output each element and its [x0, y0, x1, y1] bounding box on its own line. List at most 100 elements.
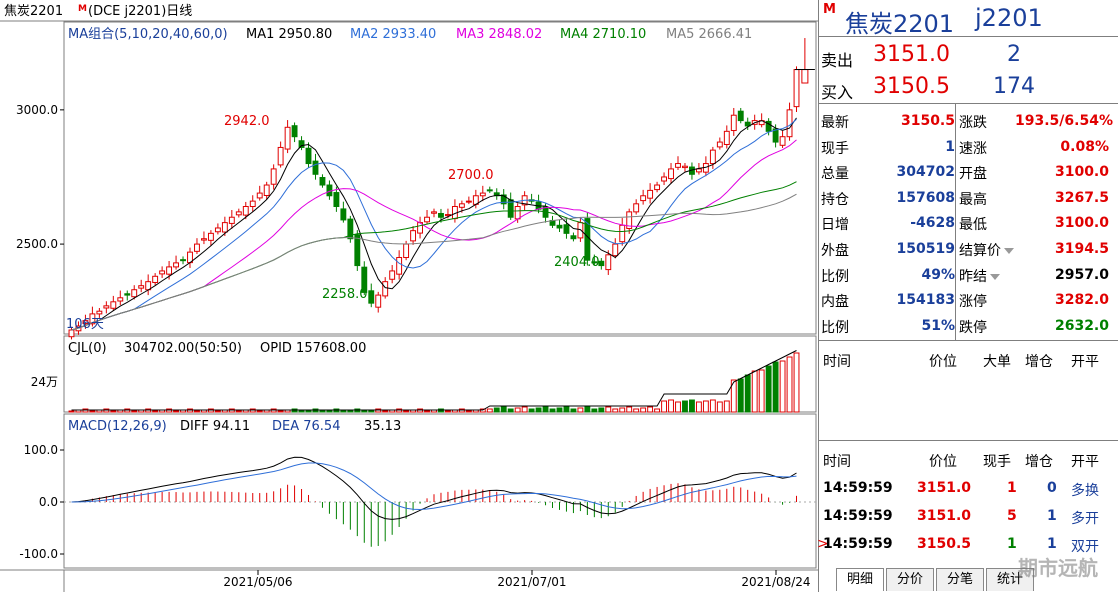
- trade-row[interactable]: 14:59:59 3151.0 5 1 多开: [819, 504, 1118, 530]
- candle-body: [682, 165, 688, 169]
- trade-cell: 1: [1047, 508, 1057, 524]
- volume-bar: [68, 410, 75, 413]
- kline-chart[interactable]: 焦炭2201 M (DCE j2201)日线 MA组合(5,10,20,40,60,0…: [0, 0, 818, 592]
- volume-bar: [744, 374, 751, 413]
- dropdown-icon[interactable]: [990, 273, 1000, 280]
- tab-2[interactable]: 分笔: [936, 568, 984, 591]
- ma-value: MA1 2950.80: [246, 27, 332, 42]
- stat-label: 外盘: [821, 243, 849, 259]
- candle-body: [375, 294, 382, 308]
- candle-body: [117, 297, 124, 302]
- volume-bar: [730, 379, 737, 413]
- macd-panel-frame: [63, 413, 817, 569]
- candle-body: [389, 270, 396, 280]
- candle-body: [458, 203, 465, 208]
- trade-cell: 3151.0: [917, 480, 972, 496]
- trade-row[interactable]: >14:59:59 3150.5 1 1 双开: [817, 532, 1118, 558]
- macd-tick-label: -100.0: [19, 547, 58, 561]
- stat-label: 跌停: [959, 319, 987, 336]
- volume-bar: [298, 410, 305, 413]
- kline-chart-pane[interactable]: 焦炭2201 M (DCE j2201)日线 MA组合(5,10,20,40,60,0…: [0, 0, 818, 592]
- volume-bar: [612, 408, 619, 413]
- trade-cell: 14:59:59: [823, 508, 893, 524]
- candle-body: [235, 211, 242, 216]
- bid-price: 3150.5: [873, 74, 950, 99]
- candle-body: [103, 305, 110, 309]
- column-header: 价位: [929, 454, 957, 470]
- high-annotation: 2942.0: [224, 114, 270, 129]
- volume-bar: [500, 406, 507, 413]
- candle-body: [723, 130, 730, 145]
- candle-body: [793, 69, 800, 108]
- stat-label: 日增: [821, 217, 849, 234]
- candle-body: [619, 224, 626, 243]
- date-label: 2021/08/24: [741, 575, 810, 589]
- bid-row: 买入 3150.5 174: [819, 71, 1118, 103]
- column-header: 现手: [983, 454, 1011, 470]
- ma-value: MA5 2666.41: [666, 27, 752, 42]
- macd-label: MACD(12,26,9): [68, 419, 167, 434]
- dropdown-icon[interactable]: [1004, 248, 1014, 254]
- candle-body: [640, 195, 647, 202]
- ma-value: MA4 2710.10: [560, 27, 646, 42]
- detail-tabs[interactable]: 明细 分价 分笔 统计: [836, 568, 1036, 592]
- macd-value: 35.13: [364, 419, 401, 434]
- trade-cell: 14:59:59: [823, 480, 893, 496]
- candle-body: [354, 234, 361, 267]
- candle-body: [730, 114, 737, 132]
- trade-row[interactable]: 14:59:59 3151.0 1 0 多换: [819, 476, 1118, 502]
- trade-cell: 1: [1007, 536, 1017, 552]
- volume-values: 304702.00(50:50): [124, 341, 242, 356]
- stat-value: 0.08%: [1060, 138, 1109, 155]
- candle-body: [695, 168, 702, 173]
- trade-cell: 双开: [1071, 539, 1099, 555]
- candle-body: [263, 184, 270, 196]
- tab-3[interactable]: 统计: [986, 568, 1034, 591]
- volume-bar: [633, 408, 640, 413]
- candle-body: [96, 310, 103, 315]
- ask-price: 3151.0: [873, 42, 950, 67]
- opid-value: OPID 157608.00: [260, 341, 366, 356]
- candle-body: [709, 149, 716, 165]
- candle-body: [626, 211, 633, 230]
- price-tick-label: 2500.0: [16, 237, 58, 251]
- volume-bar: [277, 410, 284, 413]
- candle-body: [716, 141, 723, 148]
- volume-bar: [110, 410, 117, 413]
- volume-bar: [695, 401, 702, 413]
- section-divider: [819, 440, 1118, 441]
- candle-body: [256, 192, 263, 199]
- tab-0[interactable]: 明细: [836, 568, 884, 591]
- trade-cell: 5: [1007, 508, 1017, 524]
- ma-value: MA3 2848.02: [456, 27, 542, 42]
- trade-cell: 多开: [1071, 511, 1099, 527]
- volume-bar: [173, 410, 179, 413]
- volume-bar: [668, 399, 674, 413]
- volume-bar: [131, 410, 138, 413]
- stats-row: 持仓 157608 最高 3267.5: [819, 187, 1118, 211]
- volume-bar: [584, 406, 591, 413]
- ma-line: [71, 193, 797, 331]
- date-label: 2021/07/01: [497, 575, 566, 589]
- column-header: 时间: [823, 354, 851, 370]
- stat-label: 最高: [959, 191, 987, 208]
- candle-body: [396, 257, 403, 275]
- stats-divider: [955, 104, 956, 340]
- stats-row: 现手 1 速涨 0.08%: [819, 136, 1118, 160]
- stat-value: -4628: [910, 215, 955, 232]
- stat-value: 2957.0: [1054, 266, 1109, 283]
- candle-body: [382, 281, 389, 297]
- candle-body: [661, 176, 667, 182]
- stat-value: 304702: [896, 164, 955, 181]
- volume-bar: [235, 410, 242, 413]
- candle-body: [737, 110, 744, 122]
- candle-body: [403, 243, 410, 259]
- volume-bar: [675, 401, 681, 413]
- candle-body: [221, 222, 228, 233]
- volume-bar: [528, 408, 535, 413]
- stat-value: 3100.0: [1054, 164, 1109, 181]
- ma-label: MA组合(5,10,20,40,60,0): [68, 27, 228, 42]
- tab-1[interactable]: 分价: [886, 568, 934, 591]
- volume-bar: [723, 400, 730, 413]
- stat-value: 157608: [896, 189, 955, 206]
